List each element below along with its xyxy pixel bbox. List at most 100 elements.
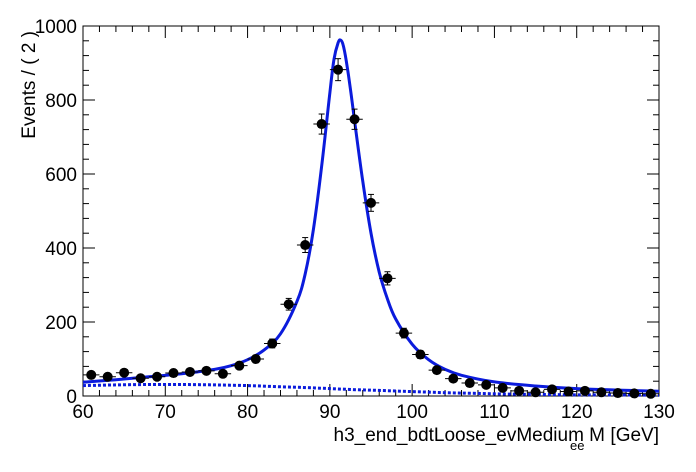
data-point-marker <box>629 388 640 399</box>
x-tick-label: 110 <box>479 402 509 423</box>
plot-border <box>82 25 660 397</box>
data-point <box>412 349 429 360</box>
x-tick-label: 70 <box>155 402 176 423</box>
data-point-marker <box>415 349 426 360</box>
data-point <box>477 379 495 390</box>
y-tick-label: 400 <box>45 239 77 260</box>
data-point-marker <box>612 388 623 399</box>
data-point-marker <box>300 240 311 251</box>
x-tick-label: 90 <box>319 402 340 423</box>
data-point-marker <box>547 384 558 395</box>
data-point-marker <box>135 373 146 384</box>
x-axis-title-unit: [GeV] <box>610 425 659 446</box>
data-point-marker <box>497 382 508 393</box>
data-point <box>214 368 232 379</box>
data-point <box>198 365 215 376</box>
x-tick-label: 80 <box>237 402 258 423</box>
data-point-marker <box>217 368 228 379</box>
data-point-marker <box>349 114 360 125</box>
background-fit-curve <box>82 383 660 397</box>
data-point <box>428 365 446 376</box>
total-fit-curve <box>82 38 660 393</box>
data-point-marker <box>250 354 261 364</box>
data-point <box>165 368 182 379</box>
x-axis-title-subscript: ee <box>570 438 584 453</box>
data-point <box>231 360 248 371</box>
y-axis-tick-labels: 0 200 400 600 800 1000 <box>35 17 77 408</box>
data-point-marker <box>86 369 97 380</box>
plot-frame <box>82 25 660 397</box>
data-point <box>445 373 462 384</box>
data-point <box>296 237 314 254</box>
data-point-marker <box>152 371 163 382</box>
data-point-marker <box>119 367 130 378</box>
data-point <box>329 58 347 82</box>
total-fit-curve-group <box>82 38 660 393</box>
data-point <box>560 386 577 397</box>
data-point <box>115 367 133 378</box>
data-point <box>148 371 166 382</box>
x-tick-label: 120 <box>561 402 593 423</box>
data-point-marker <box>333 64 344 75</box>
data-point <box>543 384 561 395</box>
y-axis-title: Events / ( 2 ) <box>19 31 40 139</box>
data-point-marker <box>431 365 442 376</box>
data-point <box>280 297 297 311</box>
data-point <box>576 385 594 396</box>
x-tick-label: 130 <box>643 402 675 423</box>
x-axis-ticks <box>82 26 660 396</box>
data-point <box>132 373 149 384</box>
y-tick-label: 1000 <box>35 17 77 38</box>
data-point <box>83 369 100 380</box>
data-point-marker <box>530 387 541 398</box>
data-point <box>395 327 413 339</box>
data-point <box>626 388 643 399</box>
y-tick-label: 600 <box>45 165 77 186</box>
data-point-marker <box>481 379 492 390</box>
data-point-marker <box>102 371 113 382</box>
data-point <box>527 387 544 398</box>
data-point <box>99 371 116 382</box>
data-point <box>642 388 659 399</box>
background-fit-curve-group <box>82 383 660 397</box>
y-axis-ticks <box>83 25 659 397</box>
data-point <box>510 385 528 396</box>
data-point-marker <box>398 328 409 339</box>
data-point-marker <box>382 273 393 284</box>
data-points-group <box>83 58 659 399</box>
data-point <box>346 108 363 130</box>
data-point <box>494 382 511 393</box>
data-point-marker <box>267 338 278 349</box>
data-point-marker <box>283 299 294 310</box>
data-point-marker <box>184 366 195 377</box>
data-point <box>247 354 265 364</box>
x-axis-title-main: h3_end_bdtLoose_evMedium M <box>334 425 605 446</box>
x-tick-label: 100 <box>396 402 428 423</box>
data-point-marker <box>645 388 656 399</box>
data-point-marker <box>464 378 475 389</box>
data-point <box>313 113 330 135</box>
data-point-marker <box>563 386 574 397</box>
x-tick-label: 60 <box>72 402 93 423</box>
data-point <box>593 387 610 398</box>
data-point-marker <box>514 385 525 396</box>
data-point <box>461 378 478 389</box>
data-point-marker <box>234 360 245 371</box>
data-point-marker <box>168 368 179 379</box>
y-tick-label: 800 <box>45 91 77 112</box>
data-point <box>264 338 281 349</box>
data-point <box>181 366 199 377</box>
data-point <box>609 388 627 399</box>
data-point-marker <box>579 385 590 396</box>
x-axis-title: h3_end_bdtLoose_evMedium M <box>334 425 605 446</box>
x-axis-tick-labels: 60 70 80 90 100 110 120 130 <box>72 402 674 423</box>
data-point <box>379 271 396 286</box>
data-point-marker <box>596 387 607 398</box>
data-point-marker <box>316 119 327 130</box>
y-tick-label: 0 <box>66 387 77 408</box>
y-tick-label: 200 <box>45 313 77 334</box>
data-point-marker <box>201 365 212 376</box>
data-point <box>362 193 380 212</box>
data-point-marker <box>366 197 376 208</box>
